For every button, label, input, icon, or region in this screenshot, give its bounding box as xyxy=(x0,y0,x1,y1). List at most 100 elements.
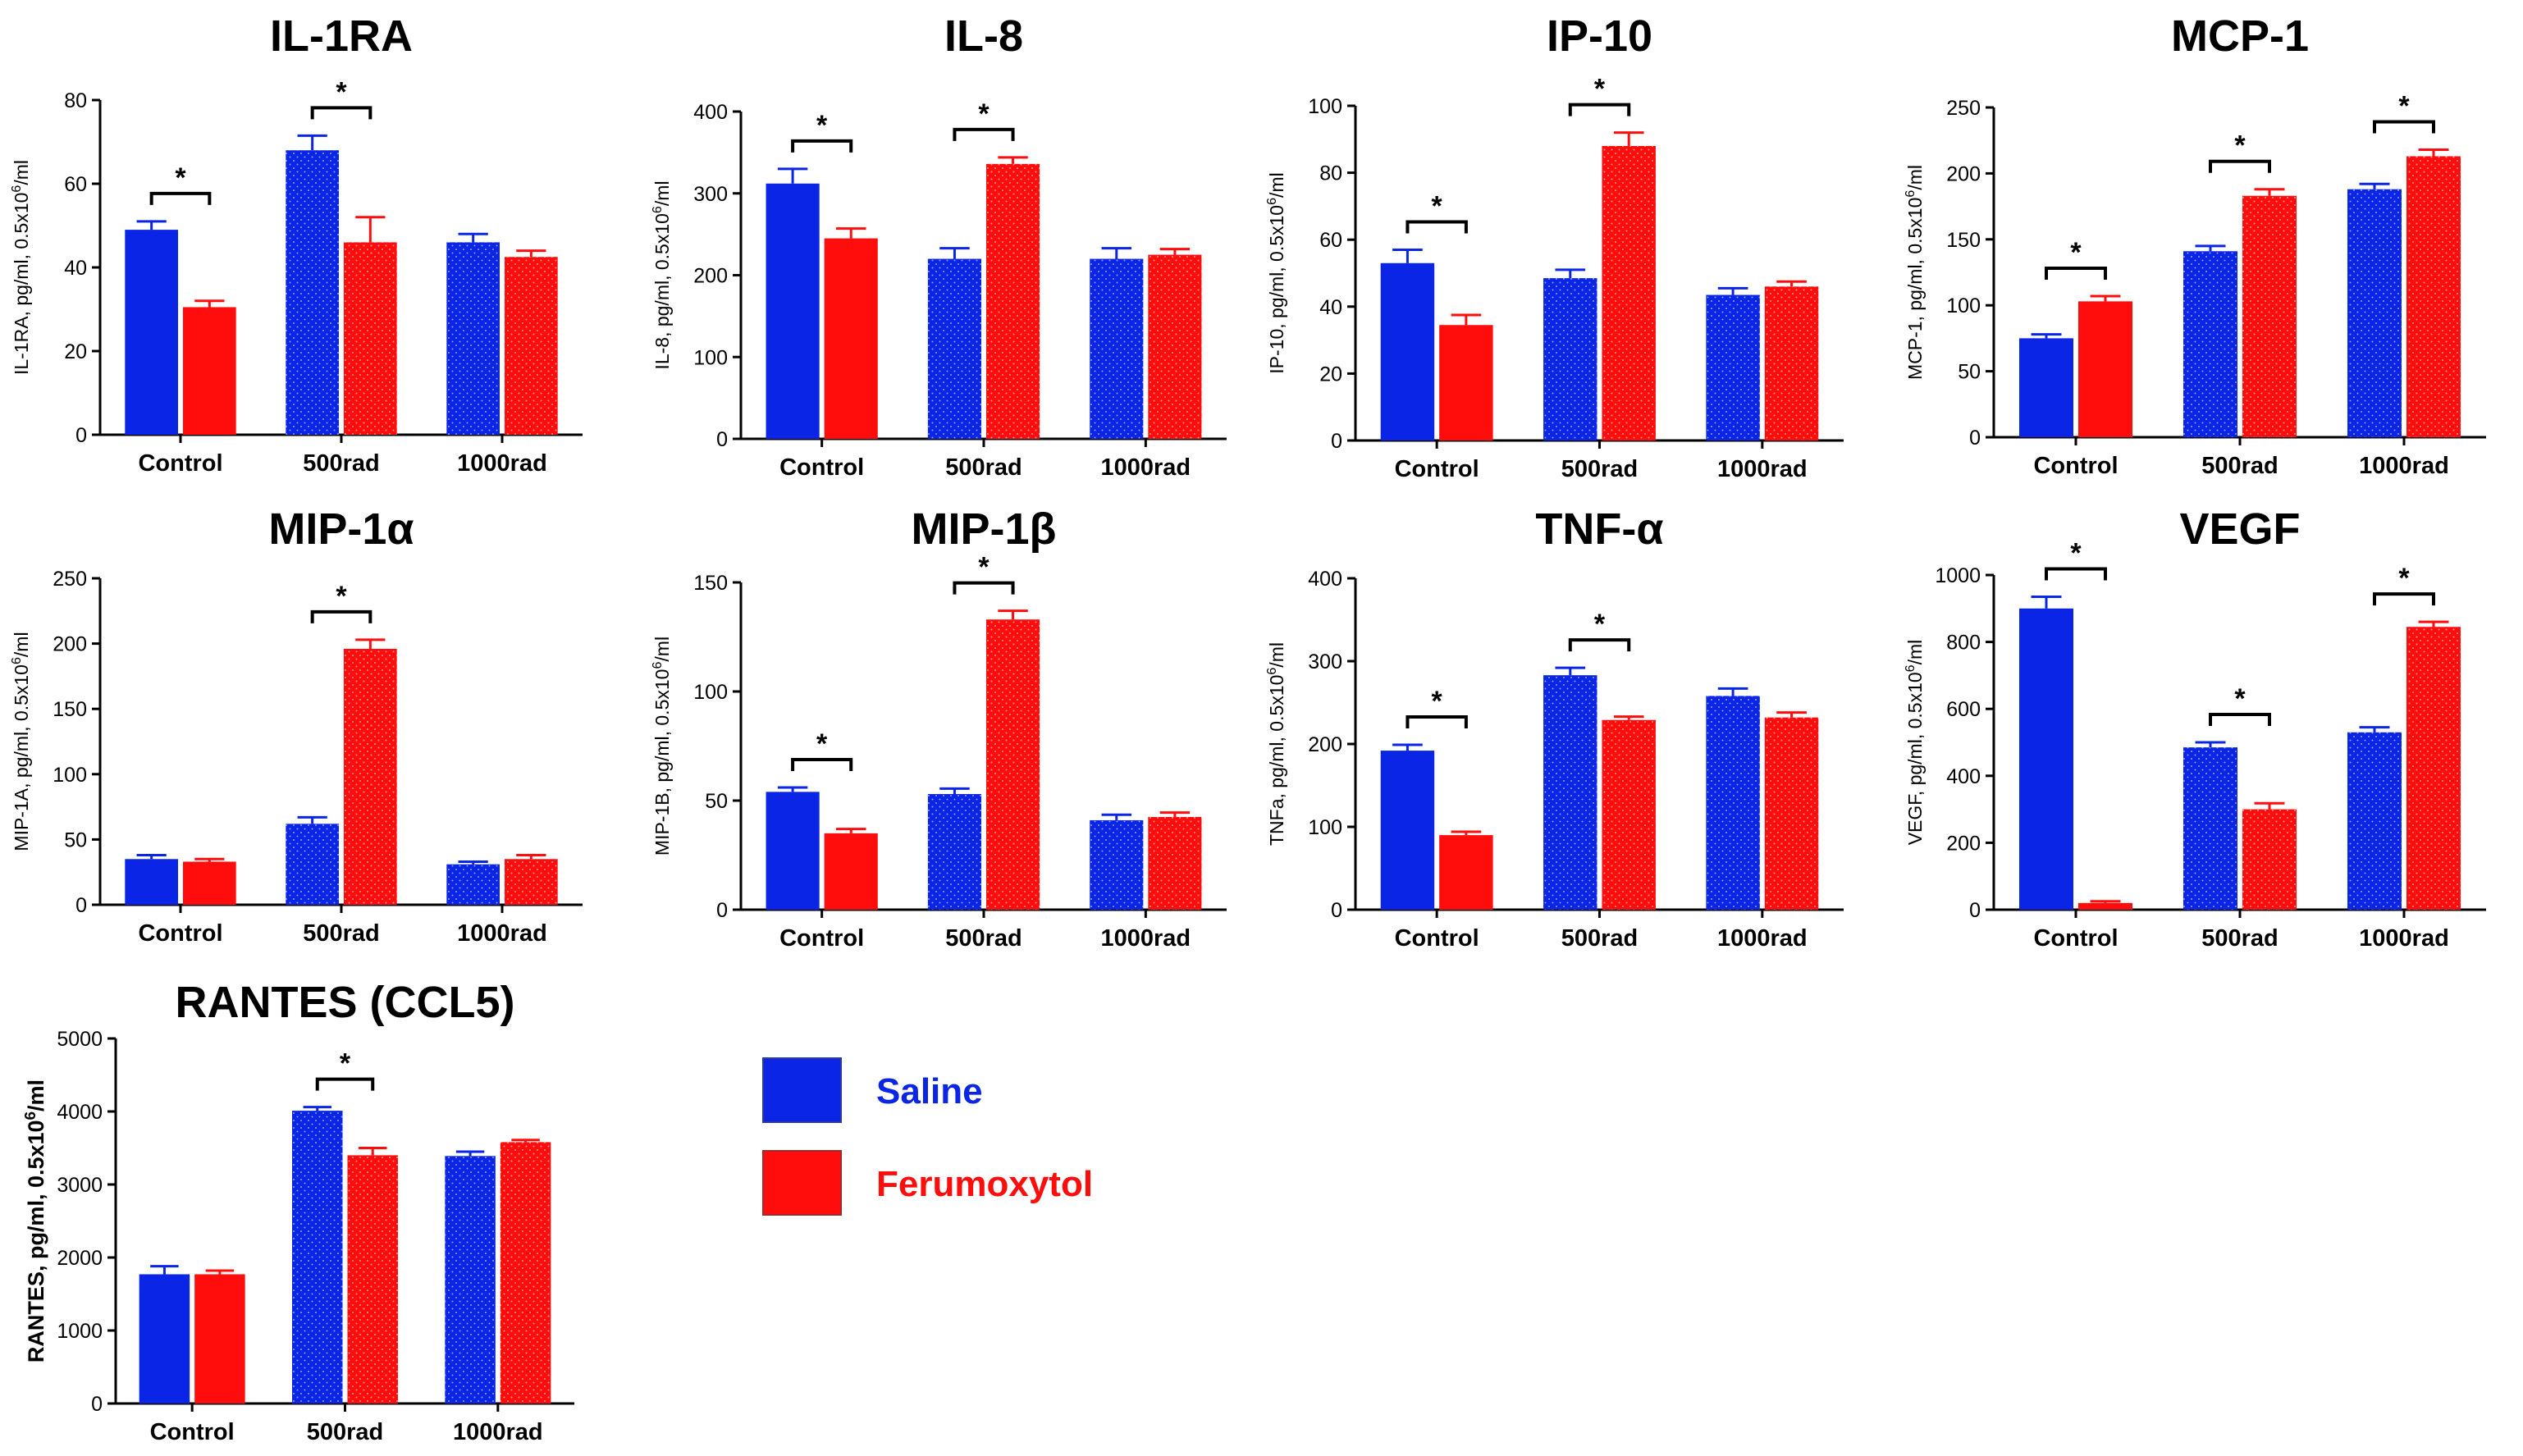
chart-panel-il-1ra: IL-1RA IL-1RA, pg/ml, 0.5x106/ml 0 20 40 60 80… xyxy=(9,11,583,477)
y-tick-label: 100 xyxy=(693,681,728,704)
y-tick-label: 400 xyxy=(693,101,728,124)
y-axis-label: MIP-1A, pg/ml, 0.5x106/ml xyxy=(9,632,32,851)
y-tick-label: 600 xyxy=(1946,698,1981,721)
significance-star: * xyxy=(978,552,990,583)
legend-swatch-saline xyxy=(762,1057,842,1123)
x-tick-label: 1000rad xyxy=(2359,925,2449,952)
x-tick-label: Control xyxy=(138,920,222,947)
legend: Saline Ferumoxytol xyxy=(762,1057,1093,1216)
y-tick-label: 100 xyxy=(1308,816,1342,839)
x-tick-label: 1000rad xyxy=(457,920,547,947)
bar-ferumoxytol-500rad xyxy=(347,1155,398,1404)
bar-saline-1000rad xyxy=(1706,696,1760,910)
significance-bracket xyxy=(953,127,1015,141)
x-tick-label: 1000rad xyxy=(1101,454,1191,481)
bar-ferumoxytol-control xyxy=(183,307,236,435)
bar-saline-control xyxy=(1380,262,1435,440)
significance-bracket xyxy=(953,581,1015,595)
bar-ferumoxytol-500rad xyxy=(2242,195,2297,437)
y-tick-label: 150 xyxy=(1946,229,1981,252)
y-tick-label: 50 xyxy=(1958,361,1981,384)
y-tick-label: 60 xyxy=(64,173,87,196)
bar-ferumoxytol-control xyxy=(1439,835,1493,910)
bar-saline-500rad xyxy=(1543,278,1597,440)
y-tick-label: 200 xyxy=(53,633,87,656)
significance-bracket xyxy=(149,191,212,205)
significance-bracket xyxy=(2045,266,2107,280)
chart-title: TNF-α xyxy=(1535,504,1663,554)
significance-bracket xyxy=(1405,715,1468,729)
significance-star: * xyxy=(340,1048,351,1079)
chart-title: MIP-1α xyxy=(268,504,414,554)
significance-bracket xyxy=(310,106,373,120)
chart-title: VEGF xyxy=(2179,504,2300,554)
chart-panel-mip-1: MIP-1α MIP-1A, pg/ml, 0.5x106/ml 0 50 100 150… xyxy=(9,504,583,947)
y-tick-label: 400 xyxy=(1308,568,1342,591)
x-tick-label: 500rad xyxy=(1561,456,1639,482)
bar-saline-control xyxy=(2019,338,2073,437)
y-tick-label: 50 xyxy=(705,790,728,813)
chart-panel-rantes-ccl5: RANTES (CCL5) RANTES, pg/ml, 0.5x106/ml 0 1… xyxy=(22,978,574,1445)
bar-saline-control xyxy=(1380,751,1435,910)
y-tick-label: 150 xyxy=(693,572,728,595)
bar-ferumoxytol-1000rad xyxy=(1148,816,1202,910)
y-axis-label: IP-10, pg/ml, 0.5x106/ml xyxy=(1264,172,1287,373)
y-tick-label: 1000 xyxy=(1935,564,1981,587)
significance-star: * xyxy=(2070,538,2082,569)
y-tick-label: 800 xyxy=(1946,632,1981,655)
x-tick-label: Control xyxy=(150,1419,235,1445)
significance-star: * xyxy=(336,76,347,107)
x-tick-label: 1000rad xyxy=(1717,925,1808,952)
bar-saline-500rad xyxy=(1543,675,1597,910)
x-tick-label: 1000rad xyxy=(1101,925,1191,952)
x-tick-label: Control xyxy=(779,454,864,481)
y-tick-label: 0 xyxy=(1969,899,1981,922)
chart-title: IL-1RA xyxy=(270,11,413,61)
significance-star: * xyxy=(2234,130,2246,162)
bar-ferumoxytol-500rad xyxy=(344,242,397,435)
y-tick-label: 100 xyxy=(1308,95,1342,118)
y-axis-label: MIP-1B, pg/ml, 0.5x106/ml xyxy=(650,637,673,856)
significance-star: * xyxy=(1594,609,1606,640)
bar-saline-1000rad xyxy=(446,242,500,435)
y-tick-label: 200 xyxy=(693,265,728,288)
bar-ferumoxytol-control xyxy=(824,833,878,910)
significance-bracket xyxy=(1568,103,1631,116)
bar-ferumoxytol-1000rad xyxy=(1764,717,1819,910)
significance-bracket xyxy=(1568,638,1631,652)
significance-star: * xyxy=(978,98,990,130)
bar-saline-500rad xyxy=(927,258,981,439)
significance-bracket xyxy=(2373,120,2435,134)
y-axis-label: IL-8, pg/ml, 0.5x106/ml xyxy=(650,180,673,369)
x-tick-label: Control xyxy=(1395,925,1479,952)
bar-ferumoxytol-500rad xyxy=(2242,809,2297,910)
significance-star: * xyxy=(2234,683,2246,714)
y-axis-label: VEGF, pg/ml, 0.5x106/ml xyxy=(1903,640,1926,846)
y-tick-label: 3000 xyxy=(57,1174,103,1197)
significance-bracket xyxy=(2209,159,2271,173)
y-tick-label: 200 xyxy=(1946,832,1981,855)
chart-panel-tnf: TNF-α TNFa, pg/ml, 0.5x106/ml 0 100 200 300 40… xyxy=(1264,504,1844,952)
bar-saline-500rad xyxy=(286,150,339,435)
y-tick-label: 0 xyxy=(1969,427,1981,450)
y-tick-label: 40 xyxy=(1319,296,1342,319)
y-tick-label: 20 xyxy=(1319,363,1342,386)
x-tick-label: 500rad xyxy=(307,1419,384,1445)
bar-saline-control xyxy=(139,1274,190,1404)
bar-saline-1000rad xyxy=(2347,189,2402,438)
bar-saline-control xyxy=(125,230,178,435)
chart-title: MCP-1 xyxy=(2171,11,2309,61)
chart-panel-il-8: IL-8 IL-8, pg/ml, 0.5x106/ml 0 100 200 300 400… xyxy=(650,11,1227,481)
y-tick-label: 5000 xyxy=(57,1028,103,1051)
bar-ferumoxytol-1000rad xyxy=(505,859,558,905)
chart-panel-ip-10: IP-10 IP-10, pg/ml, 0.5x106/ml 0 20 40 60 80 10… xyxy=(1264,11,1844,482)
significance-bracket xyxy=(315,1077,375,1091)
x-tick-label: Control xyxy=(2033,453,2118,479)
y-tick-label: 4000 xyxy=(57,1101,103,1124)
bar-saline-500rad xyxy=(927,794,981,910)
bar-saline-control xyxy=(766,792,820,910)
significance-star: * xyxy=(816,110,828,141)
bar-ferumoxytol-1000rad xyxy=(505,257,558,435)
chart-panel-mcp-1: MCP-1 MCP-1, pg/ml, 0.5x106/ml 0 50 100 150 20… xyxy=(1903,11,2486,479)
significance-star: * xyxy=(1594,74,1606,105)
